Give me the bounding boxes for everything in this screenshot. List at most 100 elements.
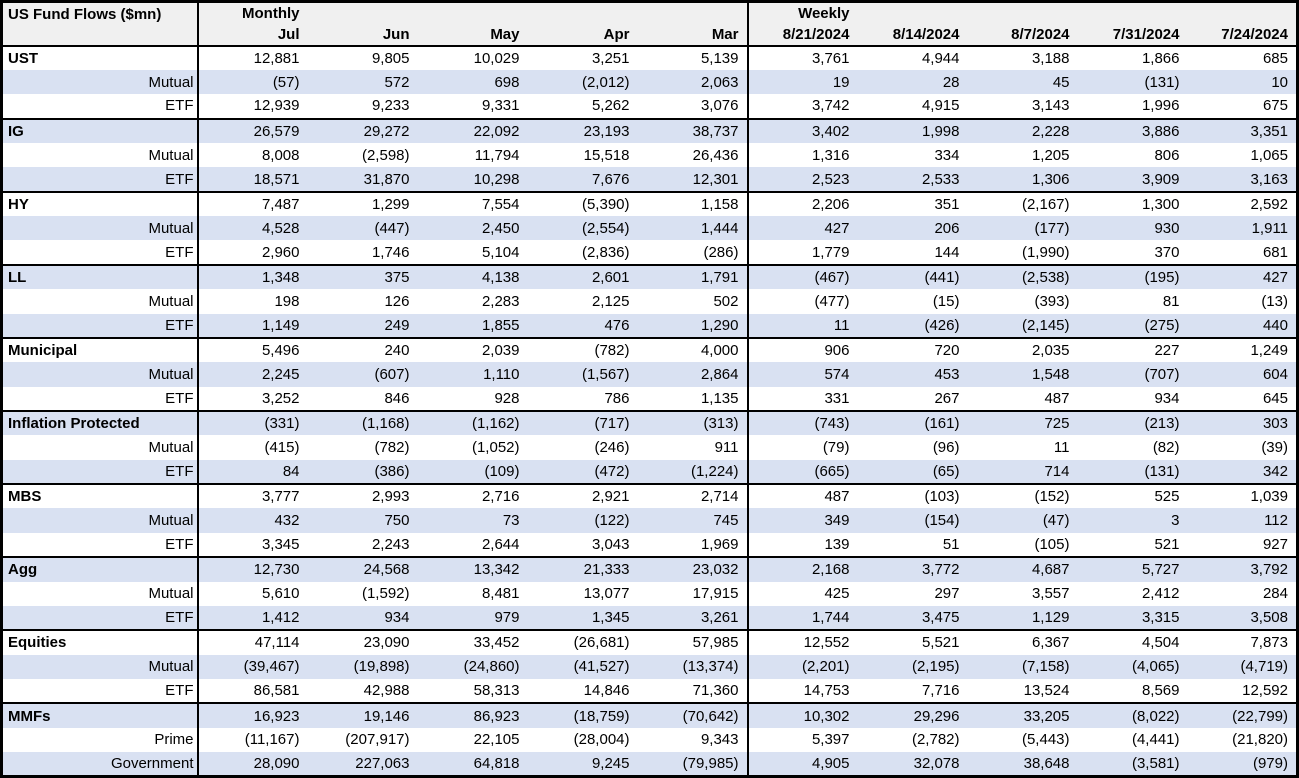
weekly-value-cell: 3 [1077, 508, 1188, 533]
weekly-value-cell: (177) [967, 216, 1078, 241]
date-col-header: 7/31/2024 [1077, 23, 1188, 47]
weekly-value-cell: (105) [1034, 535, 1070, 553]
weekly-value-cell: (39) [1261, 439, 1288, 456]
weekly-value-cell: (8,022) [1077, 702, 1188, 728]
weekly-value-cell: 725 [967, 409, 1078, 436]
monthly-value-cell: 8,008 [196, 142, 308, 168]
weekly-value-cell: 5,727 [1077, 556, 1188, 582]
monthly-value-cell: 1,746 [371, 243, 410, 261]
weekly-value-cell: 2,035 [967, 336, 1078, 363]
group-ig: IG 26,579 29,272 22,092 23,193 38,737 3,402 1,9… [1, 117, 1298, 192]
monthly-value-cell: (782) [527, 336, 638, 363]
weekly-value-cell: 3,772 [857, 556, 968, 582]
month-col-header: May [417, 23, 528, 47]
header-spacer [857, 1, 968, 24]
monthly-value-cell: 3,252 [196, 386, 308, 411]
monthly-value-cell: 3,777 [196, 483, 308, 509]
sub-row: Mutual (57) 572 698 (2,012) 2,063 19 28 45 (131) 1… [1, 69, 1298, 95]
monthly-value-cell: 24,568 [307, 556, 418, 582]
group-total-row: Municipal 5,496 240 2,039 (782) 4,000 906 720 2,… [1, 336, 1298, 363]
header-spacer [967, 1, 1078, 24]
monthly-value-cell: 47,114 [196, 629, 308, 655]
monthly-value-cell: 9,233 [371, 97, 410, 115]
weekly-value-cell: (22,799) [1187, 702, 1298, 728]
weekly-value-cell: 81 [1162, 292, 1180, 310]
sub-row: Mutual 198 126 2,283 2,125 502 (477) (15) (393) 8… [1, 289, 1298, 314]
sub-row: ETF 1,412 934 979 1,345 3,261 1,744 3,475 1,129 3… [1, 605, 1298, 631]
table-header: US Fund Flows ($mn) Monthly Weekly Jul J… [1, 1, 1298, 47]
weekly-value-cell: 1,129 [967, 605, 1078, 631]
row-label: ETF [1, 678, 199, 704]
header-spacer [1187, 1, 1298, 24]
group-mbs: MBS 3,777 2,993 2,716 2,921 2,714 487 (103) (152… [1, 483, 1298, 558]
monthly-value-cell: 33,452 [417, 629, 528, 655]
monthly-value-cell: 84 [196, 459, 308, 485]
weekly-value-cell: (4,065) [1077, 654, 1188, 679]
monthly-value-cell: 9,245 [527, 752, 638, 777]
monthly-value-cell: 432 [196, 508, 308, 533]
sub-row: Mutual (39,467) (19,898) (24,860) (41,527) (1… [1, 654, 1298, 679]
monthly-value-cell: 5,104 [481, 243, 520, 261]
weekly-value-cell: (2,538) [967, 263, 1078, 290]
sub-row: Mutual 8,008 (2,598) 11,794 15,518 26,436 1,31… [1, 142, 1298, 168]
monthly-value-cell: 4,528 [196, 216, 308, 241]
monthly-value-cell: (246) [594, 439, 630, 456]
weekly-value-cell: 51 [942, 535, 960, 553]
weekly-value-cell: 3,351 [1187, 117, 1298, 143]
weekly-value-cell: (161) [857, 409, 968, 436]
monthly-value-cell: (18,759) [527, 702, 638, 728]
weekly-value-cell: (3,581) [1077, 752, 1188, 777]
sub-row: Mutual 4,528 (447) 2,450 (2,554) 1,444 427 206(… [1, 216, 1298, 241]
monthly-value-cell: 476 [527, 313, 638, 338]
row-label: ETF [1, 459, 199, 485]
weekly-value-cell: 645 [1262, 389, 1288, 407]
monthly-value-cell: 2,921 [527, 483, 638, 509]
monthly-value-cell: 28,090 [196, 752, 308, 777]
weekly-value-cell: 5,521 [857, 629, 968, 655]
group-inflation-protected: Inflation Protected (331) (1,168) (1,162) (7… [1, 409, 1298, 485]
monthly-value-cell: 12,939 [196, 94, 308, 119]
weekly-value-cell: (103) [857, 483, 968, 509]
weekly-value-cell: 3,315 [1077, 605, 1188, 631]
monthly-value-cell: (2,012) [527, 69, 638, 95]
row-label: Prime [1, 727, 199, 753]
weekly-value-cell: (47) [967, 508, 1078, 533]
table-title: US Fund Flows ($mn) [1, 1, 199, 47]
row-label: ETF [1, 386, 199, 411]
section-header-row: US Fund Flows ($mn) Monthly Weekly [1, 1, 1298, 47]
weekly-value-cell: 4,504 [1077, 629, 1188, 655]
monthly-value-cell: 38,737 [637, 117, 748, 143]
sub-row: ETF 2,960 1,746 5,104 (2,836) (286) 1,779 144 (1… [1, 240, 1298, 265]
weekly-value-cell: 38,648 [967, 752, 1078, 777]
monthly-value-cell: 29,272 [307, 117, 418, 143]
weekly-value-cell: (79) [746, 435, 858, 460]
weekly-value-cell: (275) [1077, 313, 1188, 338]
monthly-value-cell: 2,243 [371, 535, 410, 553]
weekly-value-cell: 574 [746, 362, 858, 387]
weekly-value-cell: 7,716 [921, 682, 960, 700]
monthly-value-cell: 14,846 [583, 682, 630, 700]
weekly-value-cell: (82) [1152, 439, 1180, 456]
monthly-value-cell: 10,298 [417, 167, 528, 192]
row-label: Mutual [1, 142, 199, 168]
weekly-value-cell: (665) [746, 459, 858, 485]
weekly-value-cell: (195) [1077, 263, 1188, 290]
weekly-value-cell: 4,687 [967, 556, 1078, 582]
monthly-value-cell: 2,716 [417, 483, 528, 509]
monthly-value-cell: (13,374) [637, 654, 748, 679]
weekly-value-cell: 4,944 [921, 49, 960, 67]
group-label: LL [1, 263, 199, 290]
row-label: Mutual [1, 654, 199, 679]
monthly-value-cell: 12,881 [196, 45, 308, 70]
weekly-value-cell: 3,475 [857, 605, 968, 631]
weekly-value-cell: (707) [1077, 362, 1188, 387]
sub-row: Government 28,090 227,063 64,818 9,245 (79,98… [1, 752, 1298, 777]
weekly-value-cell: 1,300 [1077, 190, 1188, 217]
weekly-value-cell: 3,508 [1187, 605, 1298, 631]
monthly-value-cell: 9,343 [700, 731, 739, 749]
monthly-value-cell: (447) [307, 216, 418, 241]
sub-row: Mutual 432 750 73 (122) 745 349 (154) (47) 3 112 [1, 508, 1298, 533]
weekly-value-cell: 1,866 [1141, 49, 1180, 67]
monthly-value-cell: (717) [527, 409, 638, 436]
monthly-value-cell: 1,791 [637, 263, 748, 290]
